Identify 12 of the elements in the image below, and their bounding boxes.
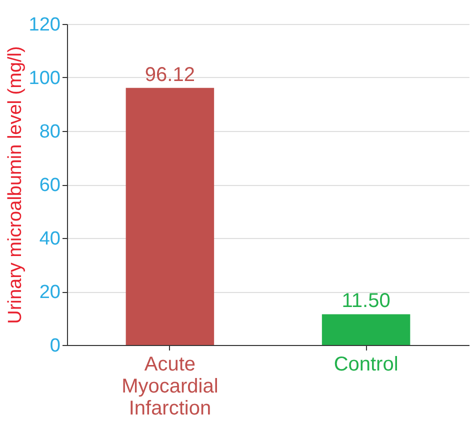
y-tick-label: 80 [39, 122, 60, 142]
y-tick-label: 40 [39, 228, 60, 250]
y-axis-title: Urinary microalbumin level (mg/l) [4, 46, 26, 324]
data-label: 11.50 [342, 290, 390, 312]
y-tick-label: 60 [39, 175, 60, 196]
y-tick-label: 0 [50, 336, 60, 356]
y-tick-label: 20 [39, 282, 60, 303]
x-tick-label: Acute Myocardial Infarction [122, 354, 218, 420]
y-tick-label: 120 [28, 14, 60, 36]
y-tick-label: 100 [28, 68, 60, 89]
x-tick-label: Control [334, 354, 398, 376]
data-label: 96.12 [144, 64, 195, 86]
